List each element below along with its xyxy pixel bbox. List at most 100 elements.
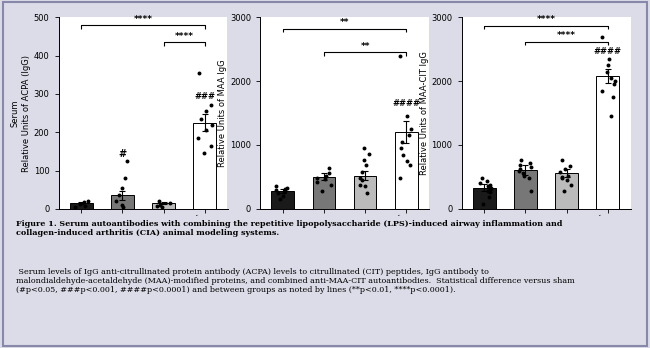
- Point: [597, 88, 607, 94]
- Point: [154, 198, 164, 204]
- Point: [484, 182, 495, 187]
- Point: [201, 127, 211, 133]
- Point: [200, 108, 211, 114]
- Point: [319, 176, 330, 182]
- Text: #: #: [118, 149, 127, 159]
- Point: [518, 173, 528, 179]
- Point: [111, 198, 122, 204]
- Point: [556, 157, 567, 163]
- Bar: [111, 195, 134, 209]
- Point: [514, 168, 525, 173]
- Bar: [194, 122, 216, 209]
- Bar: [597, 76, 619, 209]
- Text: ####: ####: [393, 99, 421, 108]
- Text: Serum levels of IgG anti-citrullinated protein antibody (ACPA) levels to citrull: Serum levels of IgG anti-citrullinated p…: [16, 268, 575, 294]
- Bar: [313, 177, 335, 209]
- Point: [325, 182, 335, 187]
- Point: [560, 166, 571, 172]
- Text: ****: ****: [133, 15, 153, 24]
- Point: [482, 183, 493, 189]
- Point: [122, 158, 132, 164]
- Bar: [354, 176, 376, 209]
- Point: [404, 133, 414, 138]
- Text: ****: ****: [175, 32, 194, 41]
- Bar: [473, 188, 495, 209]
- Text: ****: ****: [557, 31, 576, 40]
- Point: [398, 152, 408, 157]
- Bar: [514, 170, 537, 209]
- Point: [485, 187, 495, 192]
- Point: [280, 186, 290, 192]
- Point: [357, 177, 367, 183]
- Text: ####: ####: [594, 47, 622, 56]
- Point: [271, 187, 281, 192]
- Point: [79, 199, 90, 205]
- Point: [70, 204, 80, 209]
- Point: [312, 179, 322, 185]
- Text: **: **: [340, 18, 349, 27]
- Point: [395, 53, 406, 58]
- Bar: [70, 203, 92, 209]
- Point: [566, 182, 576, 187]
- Point: [596, 34, 606, 39]
- Point: [396, 139, 407, 145]
- Point: [486, 185, 497, 190]
- Point: [206, 122, 216, 127]
- Y-axis label: Relative Units of MAA-CIT IgG: Relative Units of MAA-CIT IgG: [419, 51, 428, 175]
- Point: [606, 75, 617, 81]
- Point: [558, 188, 569, 194]
- Point: [205, 103, 216, 108]
- Point: [482, 179, 492, 184]
- Point: [75, 201, 85, 207]
- Point: [321, 174, 332, 179]
- Point: [324, 165, 335, 171]
- Point: [402, 113, 413, 119]
- Bar: [271, 191, 294, 209]
- Point: [477, 175, 488, 181]
- Point: [361, 163, 371, 168]
- Point: [114, 192, 124, 198]
- Point: [525, 188, 536, 194]
- Point: [603, 63, 613, 68]
- Point: [524, 175, 534, 181]
- Point: [206, 143, 216, 148]
- Point: [120, 175, 130, 181]
- Point: [482, 188, 493, 194]
- Point: [199, 150, 209, 156]
- Point: [317, 188, 327, 194]
- Point: [273, 190, 283, 196]
- Point: [608, 94, 618, 100]
- Point: [155, 202, 166, 208]
- Point: [279, 189, 289, 195]
- Point: [525, 160, 535, 166]
- Point: [361, 190, 372, 196]
- Bar: [395, 132, 418, 209]
- Y-axis label: Serum
Relative Units of ACPA (IgG): Serum Relative Units of ACPA (IgG): [10, 55, 31, 172]
- Point: [364, 151, 374, 157]
- Point: [562, 177, 572, 183]
- Point: [357, 169, 367, 175]
- Point: [358, 158, 369, 163]
- Bar: [152, 203, 175, 209]
- Point: [563, 173, 573, 179]
- Point: [515, 166, 525, 172]
- Point: [557, 174, 567, 180]
- Point: [196, 116, 206, 121]
- Y-axis label: Relative Units of MAA IgG: Relative Units of MAA IgG: [218, 59, 227, 167]
- Point: [526, 164, 536, 169]
- Point: [355, 182, 365, 187]
- Point: [555, 169, 566, 175]
- Point: [152, 203, 162, 208]
- Point: [474, 181, 485, 186]
- Point: [192, 135, 203, 141]
- Point: [610, 78, 620, 84]
- Point: [274, 196, 285, 202]
- Text: ###: ###: [194, 92, 215, 101]
- Point: [278, 193, 289, 199]
- Point: [478, 201, 488, 206]
- Point: [194, 70, 205, 76]
- Point: [396, 145, 406, 151]
- Point: [280, 188, 290, 194]
- Point: [355, 175, 365, 181]
- Point: [556, 175, 567, 181]
